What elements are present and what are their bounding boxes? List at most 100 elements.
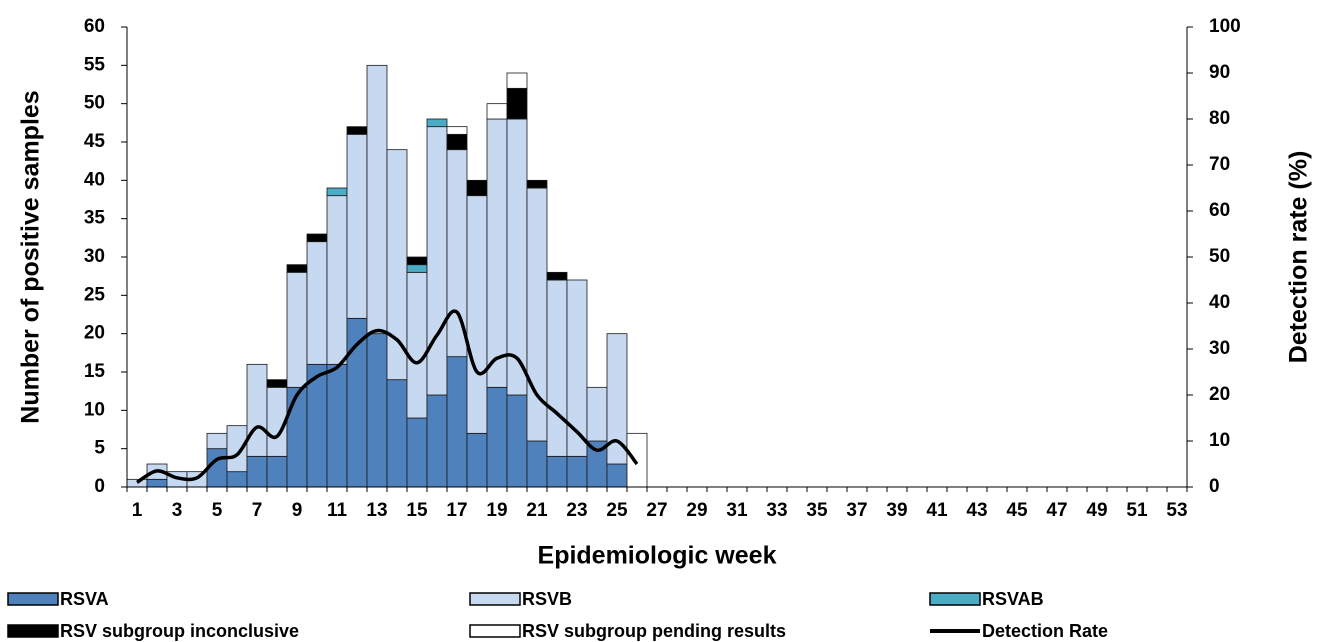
y-tick-label: 5 xyxy=(94,438,105,459)
x-tick-label: 49 xyxy=(1086,500,1107,521)
legend-swatch xyxy=(929,592,981,606)
y-axis-title: Number of positive samples xyxy=(17,90,45,423)
detection-rate-line xyxy=(136,309,639,484)
x-tick-label: 3 xyxy=(172,500,183,521)
x-tick-label: 19 xyxy=(486,500,507,521)
y2-tick-label: 60 xyxy=(1209,200,1230,221)
x-tick-label: 1 xyxy=(132,500,143,521)
y2-tick-label: 100 xyxy=(1209,16,1241,37)
x-tick-label: 25 xyxy=(606,500,628,521)
legend-label: RSV subgroup inconclusive xyxy=(60,621,299,641)
bar xyxy=(486,103,508,120)
y2-tick-label: 70 xyxy=(1209,154,1230,175)
bar xyxy=(306,233,328,243)
x-tick-label: 27 xyxy=(646,500,667,521)
bar xyxy=(546,279,568,457)
bar xyxy=(146,478,168,488)
bar xyxy=(246,363,268,457)
bar xyxy=(386,149,408,381)
y-tick-label: 45 xyxy=(84,131,106,152)
x-tick-label: 51 xyxy=(1126,500,1148,521)
y2-tick-label: 90 xyxy=(1209,62,1230,83)
y-tick-label: 60 xyxy=(84,16,105,37)
bar xyxy=(346,126,368,135)
bar xyxy=(386,379,408,488)
y2-tick-label: 40 xyxy=(1209,292,1230,313)
y2-tick-label: 10 xyxy=(1209,430,1230,451)
y-tick-label: 20 xyxy=(84,323,105,344)
bar xyxy=(446,126,468,135)
bar xyxy=(626,432,648,488)
x-tick-label: 33 xyxy=(766,500,787,521)
bar xyxy=(266,379,288,388)
y2-tick-label: 20 xyxy=(1209,384,1230,405)
legend-label: RSV subgroup pending results xyxy=(522,621,786,641)
y-tick-label: 10 xyxy=(84,399,105,420)
x-tick-label: 53 xyxy=(1166,500,1187,521)
bar xyxy=(426,394,448,488)
bar xyxy=(546,455,568,488)
x-tick-label: 7 xyxy=(252,500,263,521)
y-tick-label: 50 xyxy=(84,93,105,114)
bar xyxy=(606,333,628,465)
legend-label: RSVA xyxy=(60,589,109,609)
y-tick-label: 35 xyxy=(84,208,106,229)
bar xyxy=(406,256,428,266)
legend-label: RSVB xyxy=(522,589,572,609)
bar xyxy=(286,271,308,388)
bar xyxy=(346,133,368,319)
bar xyxy=(566,279,588,457)
bar xyxy=(406,417,428,488)
y2-tick-label: 30 xyxy=(1209,338,1230,359)
legend-label: Detection Rate xyxy=(982,621,1108,641)
bar xyxy=(406,264,428,273)
bar xyxy=(526,440,548,488)
y-tick-label: 0 xyxy=(94,476,105,497)
y-tick-label: 25 xyxy=(84,284,106,305)
x-tick-label: 23 xyxy=(566,500,587,521)
x-tick-label: 21 xyxy=(526,500,548,521)
bar xyxy=(366,64,388,335)
bar xyxy=(486,118,508,388)
bar xyxy=(426,126,448,396)
bar xyxy=(606,463,628,488)
x-tick-label: 9 xyxy=(292,500,303,521)
x-tick-label: 45 xyxy=(1006,500,1028,521)
bar xyxy=(466,179,488,197)
legend-label: RSVAB xyxy=(982,589,1044,609)
bar xyxy=(506,394,528,488)
bar xyxy=(286,264,308,273)
bar xyxy=(586,386,608,442)
bar xyxy=(226,471,248,488)
x-tick-label: 41 xyxy=(926,500,948,521)
legend-swatch xyxy=(469,592,521,606)
legend-swatch xyxy=(7,624,59,638)
y-tick-label: 30 xyxy=(84,246,105,267)
bar xyxy=(546,271,568,281)
bar xyxy=(306,241,328,365)
bar xyxy=(326,363,348,488)
bar xyxy=(286,386,308,488)
bar xyxy=(446,356,468,488)
x-tick-label: 11 xyxy=(327,500,348,521)
bar xyxy=(506,87,528,120)
x-tick-label: 15 xyxy=(406,500,428,521)
x-tick-label: 17 xyxy=(446,500,467,521)
x-tick-label: 37 xyxy=(846,500,867,521)
y-tick-label: 40 xyxy=(84,169,105,190)
x-tick-label: 13 xyxy=(366,500,387,521)
y2-tick-label: 50 xyxy=(1209,246,1230,267)
x-tick-label: 31 xyxy=(726,500,748,521)
bar xyxy=(466,195,488,434)
y2-axis-title: Detection rate (%) xyxy=(1285,151,1313,364)
x-tick-label: 29 xyxy=(686,500,707,521)
bar xyxy=(446,133,468,151)
bar xyxy=(226,425,248,473)
bar xyxy=(506,72,528,89)
bar xyxy=(326,195,348,365)
bar xyxy=(566,455,588,488)
bar xyxy=(466,432,488,488)
bar xyxy=(426,118,448,128)
